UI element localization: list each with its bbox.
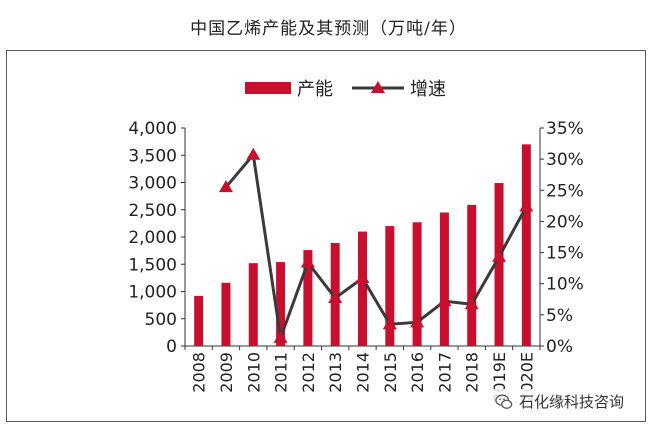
x-tick-label: 2016 xyxy=(408,352,427,393)
growth-marker xyxy=(382,317,397,330)
y-tick-label-right: 5% xyxy=(546,306,573,326)
growth-marker xyxy=(355,271,370,284)
bar xyxy=(248,263,258,346)
growth-marker xyxy=(246,147,261,160)
bar xyxy=(494,183,504,346)
growth-line xyxy=(224,151,528,339)
x-tick-label: 2017 xyxy=(435,352,454,393)
growth-marker xyxy=(464,297,479,310)
x-tick-label: 2018 xyxy=(463,352,482,393)
growth-marker xyxy=(273,330,288,343)
chart-title: 中国乙烯产能及其预测（万吨/年） xyxy=(190,19,467,39)
x-tick-label: 2013 xyxy=(326,352,345,393)
growth-marker xyxy=(519,199,534,212)
x-tick-label: 2014 xyxy=(354,352,373,393)
y-tick-label-left: 4,000 xyxy=(128,119,177,139)
y-tick-label-left: 0 xyxy=(166,337,177,357)
y-tick-label-left: 2,500 xyxy=(128,201,177,221)
y-tick-label-right: 35% xyxy=(546,119,584,139)
bar xyxy=(358,231,367,346)
y-tick-label-left: 3,000 xyxy=(128,174,177,194)
y-tick-label-right: 20% xyxy=(546,212,584,232)
chart-frame xyxy=(6,50,646,422)
wechat-icon xyxy=(495,394,513,409)
legend-bar-swatch xyxy=(245,82,291,94)
y-tick-label-right: 30% xyxy=(546,150,584,170)
y-tick-label-right: 0% xyxy=(546,337,573,357)
growth-marker xyxy=(300,255,315,268)
bar xyxy=(467,204,477,346)
growth-marker xyxy=(328,291,343,304)
bar xyxy=(194,295,204,346)
growth-marker xyxy=(492,249,507,262)
growth-marker xyxy=(437,294,452,307)
legend-line-label: 增速 xyxy=(410,79,446,100)
bar xyxy=(221,282,231,346)
legend-bar-label: 产能 xyxy=(297,79,333,100)
x-tick-label: 2010 xyxy=(244,352,263,393)
x-tick-label: 2008 xyxy=(190,352,209,393)
bar xyxy=(521,144,531,346)
y-tick-label-right: 15% xyxy=(546,244,584,264)
y-tick-label-right: 10% xyxy=(546,275,584,295)
growth-marker xyxy=(410,315,425,328)
bar xyxy=(385,226,395,346)
x-tick-label: 2009 xyxy=(217,352,236,393)
y-tick-label-left: 500 xyxy=(145,310,177,330)
legend-line-marker xyxy=(371,81,385,93)
y-tick-label-left: 3,500 xyxy=(128,146,177,166)
bar xyxy=(412,222,422,346)
bar xyxy=(303,250,313,346)
x-tick-label: 2015 xyxy=(381,352,400,393)
y-tick-label-left: 2,000 xyxy=(128,228,177,248)
y-tick-label-left: 1,000 xyxy=(128,283,177,303)
bar xyxy=(276,262,286,346)
x-tick-label: 2011 xyxy=(272,352,291,393)
bar xyxy=(439,212,449,346)
growth-marker xyxy=(218,180,233,193)
watermark: 石化缘科技咨询 xyxy=(491,389,629,414)
y-tick-label-right: 25% xyxy=(546,181,584,201)
x-tick-label: 2012 xyxy=(299,352,318,393)
y-tick-label-left: 1,500 xyxy=(128,255,177,275)
watermark-text: 石化缘科技咨询 xyxy=(519,393,625,411)
